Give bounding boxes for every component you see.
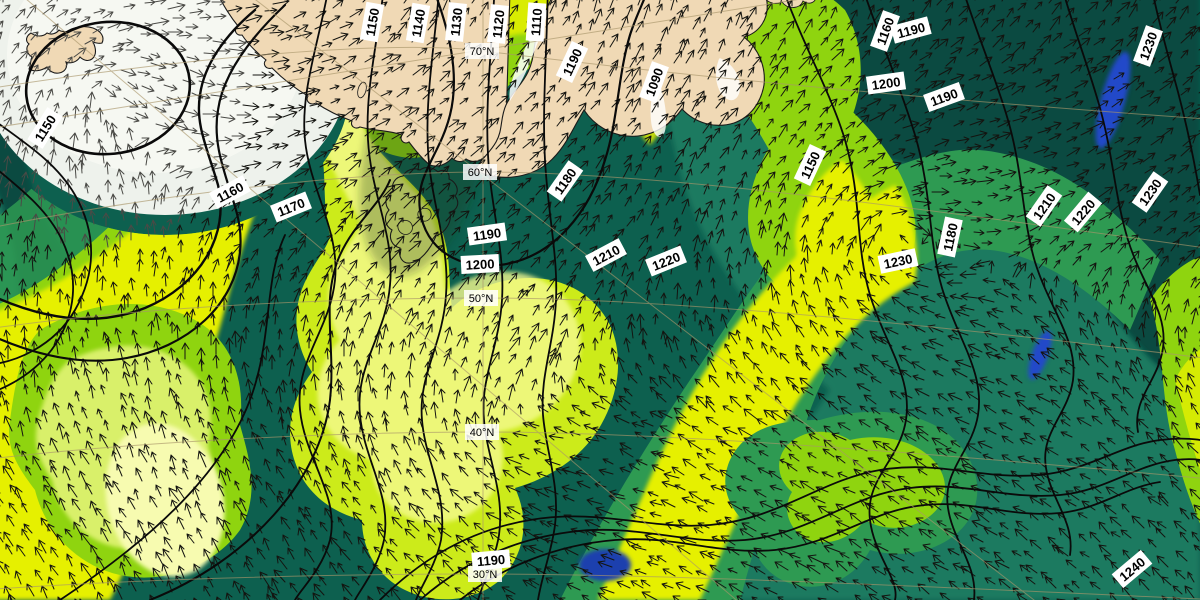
svg-text:1190: 1190 xyxy=(476,552,505,569)
svg-text:60°N: 60°N xyxy=(468,167,493,179)
svg-text:50°N: 50°N xyxy=(469,293,494,305)
svg-text:1120: 1120 xyxy=(490,9,508,39)
svg-text:70°N: 70°N xyxy=(470,46,495,58)
svg-text:40°N: 40°N xyxy=(470,427,495,439)
svg-text:1200: 1200 xyxy=(465,256,495,272)
svg-text:1130: 1130 xyxy=(448,7,466,37)
svg-text:1110: 1110 xyxy=(528,8,545,36)
svg-text:30°N: 30°N xyxy=(473,569,498,581)
